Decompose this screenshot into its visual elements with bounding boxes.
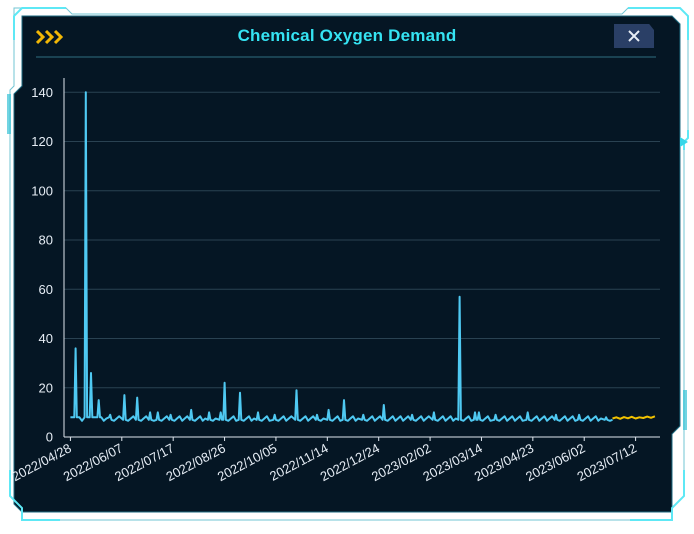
y-tick-label: 120 <box>31 134 53 149</box>
grid-lines <box>64 91 660 389</box>
close-icon <box>628 30 640 42</box>
chevron-right-icon <box>36 29 64 45</box>
y-tick-label: 60 <box>39 282 53 297</box>
axes <box>63 78 660 438</box>
x-axis-ticks: 2022/04/282022/06/072022/07/172022/08/26… <box>9 437 639 484</box>
close-button[interactable] <box>614 24 654 48</box>
y-tick-label: 80 <box>39 233 53 248</box>
y-tick-label: 0 <box>46 430 53 445</box>
series-group <box>70 91 656 422</box>
y-tick-label: 100 <box>31 183 53 198</box>
x-tick-label: 2023/07/12 <box>575 440 640 484</box>
y-tick-label: 140 <box>31 85 53 100</box>
window-title: Chemical Oxygen Demand <box>237 26 457 45</box>
y-tick-label: 40 <box>39 331 53 346</box>
y-tick-label: 20 <box>39 380 53 395</box>
series-line-forecast <box>612 415 656 420</box>
y-axis-ticks: 0 20 40 60 80 100 120 140 <box>31 85 53 445</box>
x-tick-label: 2022/10/05 <box>215 440 280 484</box>
series-line-actual <box>70 91 613 422</box>
